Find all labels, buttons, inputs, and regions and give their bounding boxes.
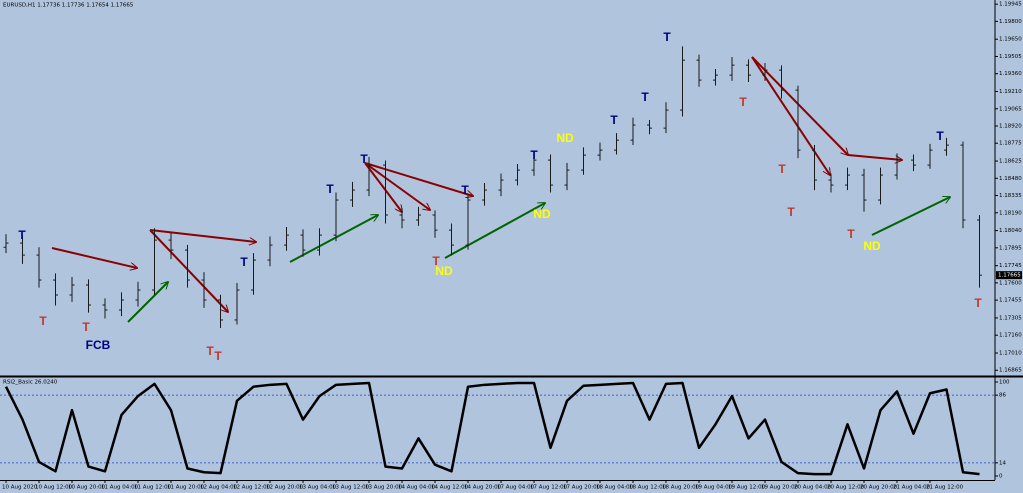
x-tick-label: 13 Aug 20:00 [365, 485, 403, 491]
x-tick-label: 19 Aug 04:00 [695, 485, 733, 491]
annotation: ND [533, 207, 551, 221]
annotation: T [936, 129, 944, 143]
annotation: T [18, 228, 26, 242]
y-tick-label: 1.18920 [999, 123, 1022, 129]
x-tick-label: 18 Aug 20:00 [662, 485, 700, 491]
arrow [127, 282, 168, 323]
indicator-title: RSI2_Basic 26.0240 [3, 380, 58, 386]
arrow [444, 203, 545, 259]
annotation: ND [863, 239, 881, 253]
annotation: T [240, 255, 248, 269]
y-tick-label: 1.19360 [999, 71, 1022, 77]
x-tick-label: 10 Aug 2020 [2, 485, 38, 491]
y-tick-label: 1.19065 [999, 106, 1022, 112]
annotation: T [206, 344, 214, 358]
x-tick-label: 19 Aug 20:00 [761, 485, 799, 491]
trend-arrows [51, 56, 950, 323]
y-tick-label: 0 [999, 474, 1003, 480]
y-tick-label: 14 [999, 460, 1006, 466]
annotation: T [360, 152, 368, 166]
x-tick-label: 10 Aug 12:00 [35, 485, 73, 491]
x-tick-label: 12 Aug 04:00 [200, 485, 238, 491]
annotation: T [739, 95, 747, 109]
x-tick-label: 17 Aug 12:00 [530, 485, 568, 491]
arrow [289, 215, 378, 263]
annotation: T [82, 320, 90, 334]
arrow [364, 162, 430, 210]
x-tick-label: 21 Aug 12:00 [926, 485, 964, 491]
x-tick-label: 13 Aug 12:00 [332, 485, 370, 491]
annotation: T [39, 314, 47, 328]
x-tick-label: 11 Aug 12:00 [134, 485, 172, 491]
x-tick-label: 14 Aug 04:00 [398, 485, 436, 491]
annotation: T [214, 349, 222, 363]
annotation: T [787, 205, 795, 219]
x-tick-label: 19 Aug 12:00 [728, 485, 766, 491]
y-tick-label: 1.17010 [999, 351, 1022, 357]
arrow [149, 229, 228, 312]
x-tick-label: 14 Aug 12:00 [431, 485, 469, 491]
x-tick-label: 13 Aug 04:00 [299, 485, 337, 491]
last-price-box [996, 271, 1022, 280]
last-price-label: 1.17665 [998, 273, 1021, 279]
x-tick-label: 17 Aug 04:00 [497, 485, 535, 491]
annotation: ND [435, 264, 453, 278]
y-tick-label: 1.17455 [999, 298, 1022, 304]
annotation: T [530, 148, 538, 162]
x-tick-label: 18 Aug 04:00 [596, 485, 634, 491]
annotation: ND [556, 131, 574, 145]
y-tick-label: 100 [999, 380, 1010, 386]
x-tick-label: 21 Aug 04:00 [893, 485, 931, 491]
arrow [871, 197, 950, 236]
y-tick-label: 1.18335 [999, 193, 1022, 199]
y-tick-label: 1.19210 [999, 89, 1022, 95]
x-tick-label: 10 Aug 20:00 [68, 485, 106, 491]
y-tick-label: 1.17895 [999, 245, 1022, 251]
y-tick-label: 1.18625 [999, 159, 1022, 165]
annotation: T [461, 183, 469, 197]
arrow [364, 162, 473, 196]
x-tick-label: 12 Aug 20:00 [266, 485, 304, 491]
arrow [149, 229, 256, 242]
annotation: T [610, 113, 618, 127]
y-tick-label: 1.17305 [999, 315, 1022, 321]
x-tick-label: 17 Aug 20:00 [563, 485, 601, 491]
y-tick-label: 1.18775 [999, 141, 1022, 147]
chart-title: EURUSD,H1 1.17736 1.17736 1.17654 1.1766… [3, 3, 134, 9]
annotation: T [847, 227, 855, 241]
x-tick-label: 20 Aug 04:00 [794, 485, 832, 491]
annotation: T [326, 182, 334, 196]
y-tick-label: 1.18040 [999, 228, 1022, 234]
y-tick-label: 1.19505 [999, 54, 1022, 60]
y-tick-label: 1.17160 [999, 333, 1022, 339]
annotation: T [641, 90, 649, 104]
arrow [364, 162, 402, 212]
y-tick-label: 1.18190 [999, 210, 1022, 216]
x-tick-label: 12 Aug 12:00 [233, 485, 271, 491]
x-tick-label: 11 Aug 04:00 [101, 485, 139, 491]
arrow [847, 154, 902, 160]
x-tick-label: 11 Aug 20:00 [167, 485, 205, 491]
y-tick-label: 1.19800 [999, 19, 1022, 25]
y-tick-label: 1.16865 [999, 368, 1022, 374]
x-tick-label: 20 Aug 20:00 [860, 485, 898, 491]
annotation: T [778, 162, 786, 176]
annotation: T [432, 254, 440, 268]
arrow [51, 247, 137, 268]
rsi-line [4, 381, 980, 476]
y-tick-label: 1.18480 [999, 176, 1022, 182]
y-tick-label: 1.19650 [999, 37, 1022, 43]
x-tick-label: 14 Aug 20:00 [464, 485, 502, 491]
y-tick-label: 1.19945 [999, 2, 1022, 8]
x-tick-label: 20 Aug 12:00 [827, 485, 865, 491]
y-tick-label: 1.17600 [999, 280, 1022, 286]
annotation: FCB [86, 338, 111, 352]
annotation: T [663, 30, 671, 44]
y-tick-label: 86 [999, 393, 1006, 399]
y-tick-label: 1.17745 [999, 263, 1022, 269]
annotation: T [974, 296, 982, 310]
arrow [751, 56, 848, 155]
x-tick-label: 18 Aug 12:00 [629, 485, 667, 491]
